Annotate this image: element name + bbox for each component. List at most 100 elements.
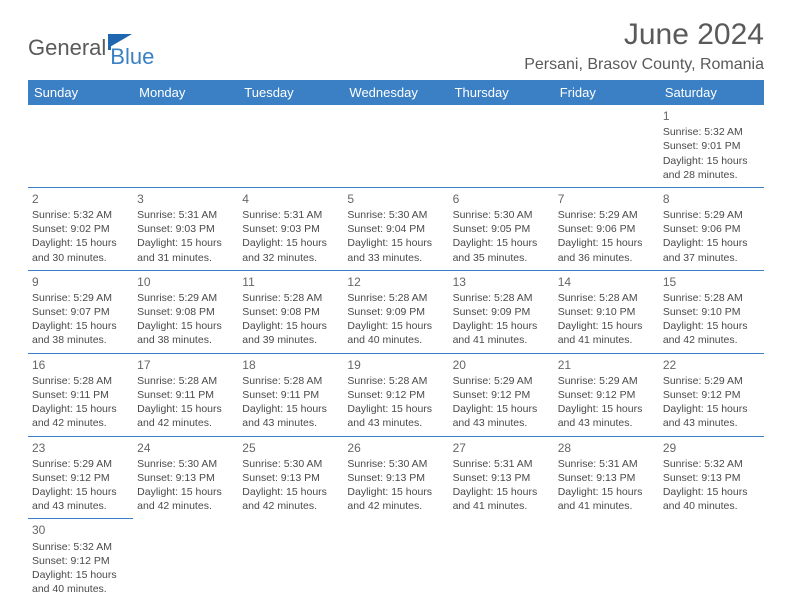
- day-number: 17: [137, 357, 234, 373]
- sunset-text: Sunset: 9:12 PM: [347, 388, 444, 402]
- page-title: June 2024: [524, 18, 764, 52]
- sunset-text: Sunset: 9:13 PM: [242, 471, 339, 485]
- sunset-text: Sunset: 9:12 PM: [32, 471, 129, 485]
- calendar-week-row: 9Sunrise: 5:29 AMSunset: 9:07 PMDaylight…: [28, 270, 764, 353]
- sunset-text: Sunset: 9:08 PM: [137, 305, 234, 319]
- daylight-text: Daylight: 15 hours: [242, 485, 339, 499]
- daylight-text: and 43 minutes.: [558, 416, 655, 430]
- calendar-day-cell: 17Sunrise: 5:28 AMSunset: 9:11 PMDayligh…: [133, 353, 238, 436]
- calendar-day-cell: [238, 519, 343, 601]
- calendar-day-cell: 22Sunrise: 5:29 AMSunset: 9:12 PMDayligh…: [659, 353, 764, 436]
- calendar-day-cell: 7Sunrise: 5:29 AMSunset: 9:06 PMDaylight…: [554, 187, 659, 270]
- daylight-text: Daylight: 15 hours: [137, 319, 234, 333]
- sunrise-text: Sunrise: 5:32 AM: [32, 540, 129, 554]
- calendar-day-cell: [28, 105, 133, 187]
- weekday-friday: Friday: [554, 80, 659, 105]
- daylight-text: Daylight: 15 hours: [137, 236, 234, 250]
- sunset-text: Sunset: 9:05 PM: [453, 222, 550, 236]
- day-number: 20: [453, 357, 550, 373]
- calendar-day-cell: 27Sunrise: 5:31 AMSunset: 9:13 PMDayligh…: [449, 436, 554, 519]
- logo-text-general: General: [28, 35, 106, 61]
- daylight-text: Daylight: 15 hours: [453, 236, 550, 250]
- sunrise-text: Sunrise: 5:29 AM: [663, 374, 760, 388]
- daylight-text: Daylight: 15 hours: [663, 236, 760, 250]
- daylight-text: and 28 minutes.: [663, 168, 760, 182]
- daylight-text: Daylight: 15 hours: [558, 402, 655, 416]
- daylight-text: and 36 minutes.: [558, 251, 655, 265]
- daylight-text: and 33 minutes.: [347, 251, 444, 265]
- calendar-day-cell: [133, 105, 238, 187]
- calendar-day-cell: [449, 519, 554, 601]
- daylight-text: Daylight: 15 hours: [663, 154, 760, 168]
- calendar-day-cell: 18Sunrise: 5:28 AMSunset: 9:11 PMDayligh…: [238, 353, 343, 436]
- calendar-day-cell: 23Sunrise: 5:29 AMSunset: 9:12 PMDayligh…: [28, 436, 133, 519]
- calendar-day-cell: [238, 105, 343, 187]
- calendar-day-cell: 28Sunrise: 5:31 AMSunset: 9:13 PMDayligh…: [554, 436, 659, 519]
- daylight-text: Daylight: 15 hours: [137, 485, 234, 499]
- day-number: 3: [137, 191, 234, 207]
- sunrise-text: Sunrise: 5:30 AM: [347, 457, 444, 471]
- calendar-day-cell: 24Sunrise: 5:30 AMSunset: 9:13 PMDayligh…: [133, 436, 238, 519]
- sunset-text: Sunset: 9:12 PM: [558, 388, 655, 402]
- sunset-text: Sunset: 9:10 PM: [663, 305, 760, 319]
- sunrise-text: Sunrise: 5:29 AM: [453, 374, 550, 388]
- daylight-text: and 41 minutes.: [453, 333, 550, 347]
- sunrise-text: Sunrise: 5:31 AM: [558, 457, 655, 471]
- sunset-text: Sunset: 9:12 PM: [453, 388, 550, 402]
- daylight-text: and 40 minutes.: [347, 333, 444, 347]
- daylight-text: Daylight: 15 hours: [663, 319, 760, 333]
- calendar-day-cell: [133, 519, 238, 601]
- daylight-text: Daylight: 15 hours: [558, 236, 655, 250]
- day-number: 6: [453, 191, 550, 207]
- day-number: 26: [347, 440, 444, 456]
- daylight-text: Daylight: 15 hours: [32, 402, 129, 416]
- sunset-text: Sunset: 9:03 PM: [137, 222, 234, 236]
- daylight-text: and 37 minutes.: [663, 251, 760, 265]
- daylight-text: and 43 minutes.: [663, 416, 760, 430]
- daylight-text: and 41 minutes.: [558, 333, 655, 347]
- daylight-text: Daylight: 15 hours: [32, 568, 129, 582]
- calendar-day-cell: 4Sunrise: 5:31 AMSunset: 9:03 PMDaylight…: [238, 187, 343, 270]
- calendar-day-cell: [554, 519, 659, 601]
- sunrise-text: Sunrise: 5:29 AM: [558, 208, 655, 222]
- calendar-day-cell: 8Sunrise: 5:29 AMSunset: 9:06 PMDaylight…: [659, 187, 764, 270]
- sunset-text: Sunset: 9:12 PM: [32, 554, 129, 568]
- calendar-day-cell: 3Sunrise: 5:31 AMSunset: 9:03 PMDaylight…: [133, 187, 238, 270]
- calendar-day-cell: 9Sunrise: 5:29 AMSunset: 9:07 PMDaylight…: [28, 270, 133, 353]
- daylight-text: and 42 minutes.: [242, 499, 339, 513]
- weekday-saturday: Saturday: [659, 80, 764, 105]
- sunset-text: Sunset: 9:06 PM: [663, 222, 760, 236]
- sunrise-text: Sunrise: 5:29 AM: [663, 208, 760, 222]
- weekday-thursday: Thursday: [449, 80, 554, 105]
- weekday-monday: Monday: [133, 80, 238, 105]
- sunset-text: Sunset: 9:08 PM: [242, 305, 339, 319]
- sunrise-text: Sunrise: 5:28 AM: [32, 374, 129, 388]
- calendar-day-cell: 21Sunrise: 5:29 AMSunset: 9:12 PMDayligh…: [554, 353, 659, 436]
- day-number: 10: [137, 274, 234, 290]
- sunrise-text: Sunrise: 5:29 AM: [137, 291, 234, 305]
- day-number: 28: [558, 440, 655, 456]
- daylight-text: and 42 minutes.: [137, 416, 234, 430]
- day-number: 22: [663, 357, 760, 373]
- day-number: 18: [242, 357, 339, 373]
- calendar-day-cell: 1Sunrise: 5:32 AMSunset: 9:01 PMDaylight…: [659, 105, 764, 187]
- weekday-wednesday: Wednesday: [343, 80, 448, 105]
- daylight-text: Daylight: 15 hours: [453, 319, 550, 333]
- calendar-week-row: 16Sunrise: 5:28 AMSunset: 9:11 PMDayligh…: [28, 353, 764, 436]
- sunrise-text: Sunrise: 5:29 AM: [32, 291, 129, 305]
- sunset-text: Sunset: 9:13 PM: [558, 471, 655, 485]
- sunset-text: Sunset: 9:07 PM: [32, 305, 129, 319]
- daylight-text: Daylight: 15 hours: [558, 319, 655, 333]
- daylight-text: and 40 minutes.: [32, 582, 129, 596]
- daylight-text: Daylight: 15 hours: [663, 402, 760, 416]
- daylight-text: Daylight: 15 hours: [558, 485, 655, 499]
- sunrise-text: Sunrise: 5:28 AM: [663, 291, 760, 305]
- calendar-day-cell: 19Sunrise: 5:28 AMSunset: 9:12 PMDayligh…: [343, 353, 448, 436]
- calendar-week-row: 2Sunrise: 5:32 AMSunset: 9:02 PMDaylight…: [28, 187, 764, 270]
- daylight-text: and 41 minutes.: [558, 499, 655, 513]
- sunrise-text: Sunrise: 5:32 AM: [663, 125, 760, 139]
- location-text: Persani, Brasov County, Romania: [524, 56, 764, 74]
- calendar-day-cell: 26Sunrise: 5:30 AMSunset: 9:13 PMDayligh…: [343, 436, 448, 519]
- sunset-text: Sunset: 9:09 PM: [453, 305, 550, 319]
- sunset-text: Sunset: 9:13 PM: [347, 471, 444, 485]
